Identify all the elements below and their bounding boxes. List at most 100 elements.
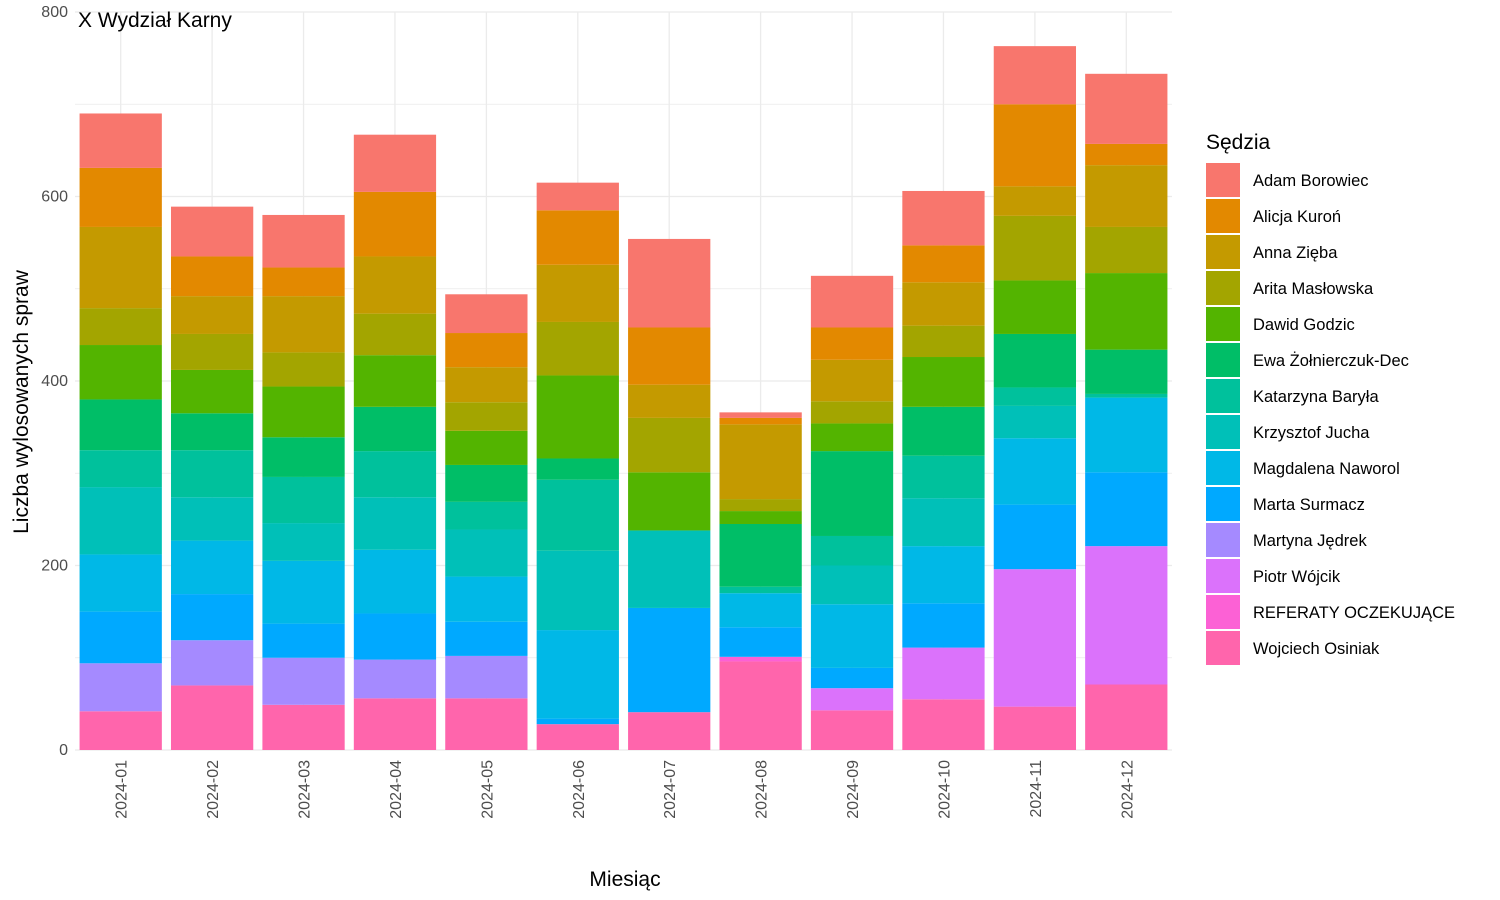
bar-segment bbox=[628, 472, 711, 531]
bar-segment bbox=[353, 451, 437, 498]
bar-segment bbox=[170, 497, 254, 541]
bar-segment bbox=[536, 630, 619, 719]
bar-segment bbox=[353, 313, 437, 356]
bar-segment bbox=[445, 294, 528, 334]
bar-segment bbox=[170, 333, 254, 370]
bar-segment bbox=[810, 604, 894, 668]
legend-label: Martyna Jędrek bbox=[1253, 532, 1367, 550]
x-tick-label: 2024-10 bbox=[936, 760, 953, 819]
x-tick-label: 2024-08 bbox=[754, 760, 771, 819]
bar-segment bbox=[445, 402, 528, 431]
bar-segment bbox=[719, 511, 802, 524]
legend-swatch bbox=[1206, 163, 1240, 197]
bar-segment bbox=[993, 280, 1077, 334]
bar-segment bbox=[536, 321, 619, 376]
bar-segment bbox=[79, 663, 162, 712]
bar-segment bbox=[170, 640, 254, 686]
bar-segment bbox=[810, 667, 894, 689]
x-tick-label: 2024-07 bbox=[662, 760, 679, 819]
bar-segment bbox=[1085, 273, 1168, 350]
legend-swatch bbox=[1206, 199, 1240, 233]
bar-segment bbox=[993, 104, 1077, 187]
legend-label: Alicja Kuroń bbox=[1253, 208, 1341, 226]
bar-segment bbox=[902, 455, 985, 499]
bar-segment bbox=[1085, 165, 1168, 227]
bar-segment bbox=[902, 406, 985, 456]
bar-segment bbox=[1085, 143, 1168, 166]
bar-segment bbox=[1085, 546, 1168, 685]
bar-segment bbox=[810, 451, 894, 536]
bar-segment bbox=[628, 607, 711, 713]
bar-segment bbox=[719, 593, 802, 628]
bar-segment bbox=[262, 386, 345, 438]
bar-segment bbox=[902, 647, 985, 700]
bar-segment bbox=[445, 698, 528, 750]
x-tick-label: 2024-12 bbox=[1119, 760, 1136, 819]
bar-segment bbox=[1085, 393, 1168, 398]
bar-segment bbox=[810, 535, 894, 566]
bar-segment bbox=[445, 367, 528, 403]
bar-segment bbox=[993, 387, 1077, 406]
y-axis-ticks: 0 200 400 600 800 bbox=[41, 4, 68, 759]
legend-swatch bbox=[1206, 487, 1240, 521]
bar-segment bbox=[445, 501, 528, 530]
bar-segment bbox=[170, 685, 254, 750]
bar-segment bbox=[79, 554, 162, 612]
legend-swatch bbox=[1206, 523, 1240, 557]
x-tick-label: 2024-04 bbox=[388, 760, 405, 819]
bar-segment bbox=[262, 704, 345, 750]
bar-segment bbox=[993, 438, 1077, 505]
bar-segment bbox=[810, 565, 894, 605]
bar-segment bbox=[719, 499, 802, 512]
bar-segment bbox=[628, 384, 711, 418]
bar-segment bbox=[353, 256, 437, 314]
bar-segment bbox=[993, 186, 1077, 216]
bar-segment bbox=[628, 238, 711, 328]
bar-segment bbox=[902, 245, 985, 283]
legend-label: Anna Zięba bbox=[1253, 244, 1338, 262]
legend-swatch bbox=[1206, 559, 1240, 593]
bar-segment bbox=[262, 560, 345, 624]
bar-segment bbox=[79, 226, 162, 309]
legend-label: Adam Borowiec bbox=[1253, 172, 1369, 190]
legend-label: REFERATY OCZEKUJĄCE bbox=[1253, 604, 1455, 622]
bar-segment bbox=[170, 540, 254, 595]
x-tick-label: 2024-02 bbox=[205, 760, 222, 819]
legend-swatch bbox=[1206, 415, 1240, 449]
bar-segment bbox=[79, 450, 162, 488]
bar-segment bbox=[993, 569, 1077, 707]
legend-swatch bbox=[1206, 631, 1240, 665]
bar-segment bbox=[536, 182, 619, 211]
bar-segment bbox=[445, 529, 528, 577]
legend-title: Sędzia bbox=[1206, 131, 1271, 154]
legend-label: Arita Masłowska bbox=[1253, 280, 1374, 298]
bar-segment bbox=[170, 256, 254, 297]
legend-swatch bbox=[1206, 595, 1240, 629]
bar-segment bbox=[902, 699, 985, 750]
bar-segment bbox=[353, 613, 437, 660]
bar-segment bbox=[353, 355, 437, 407]
bar-segment bbox=[1085, 684, 1168, 750]
bars bbox=[79, 46, 1168, 750]
bar-segment bbox=[170, 369, 254, 414]
bar-segment bbox=[993, 504, 1077, 570]
bar-segment bbox=[810, 423, 894, 452]
bar-segment bbox=[1085, 472, 1168, 547]
bar-segment bbox=[536, 375, 619, 459]
bar-segment bbox=[628, 712, 711, 750]
x-tick-label: 2024-06 bbox=[571, 760, 588, 819]
bar-segment bbox=[810, 401, 894, 424]
legend-label: Katarzyna Baryła bbox=[1253, 388, 1379, 406]
bar-segment bbox=[719, 656, 802, 662]
bar-segment bbox=[810, 327, 894, 360]
bar-segment bbox=[262, 352, 345, 387]
bar-segment bbox=[628, 417, 711, 473]
bar-segment bbox=[902, 190, 985, 246]
bar-segment bbox=[719, 586, 802, 594]
bar-segment bbox=[353, 659, 437, 699]
y-tick-label: 200 bbox=[41, 558, 68, 575]
y-tick-label: 400 bbox=[41, 373, 68, 390]
bar-segment bbox=[536, 264, 619, 322]
bar-segment bbox=[993, 46, 1077, 105]
bar-segment bbox=[536, 550, 619, 631]
